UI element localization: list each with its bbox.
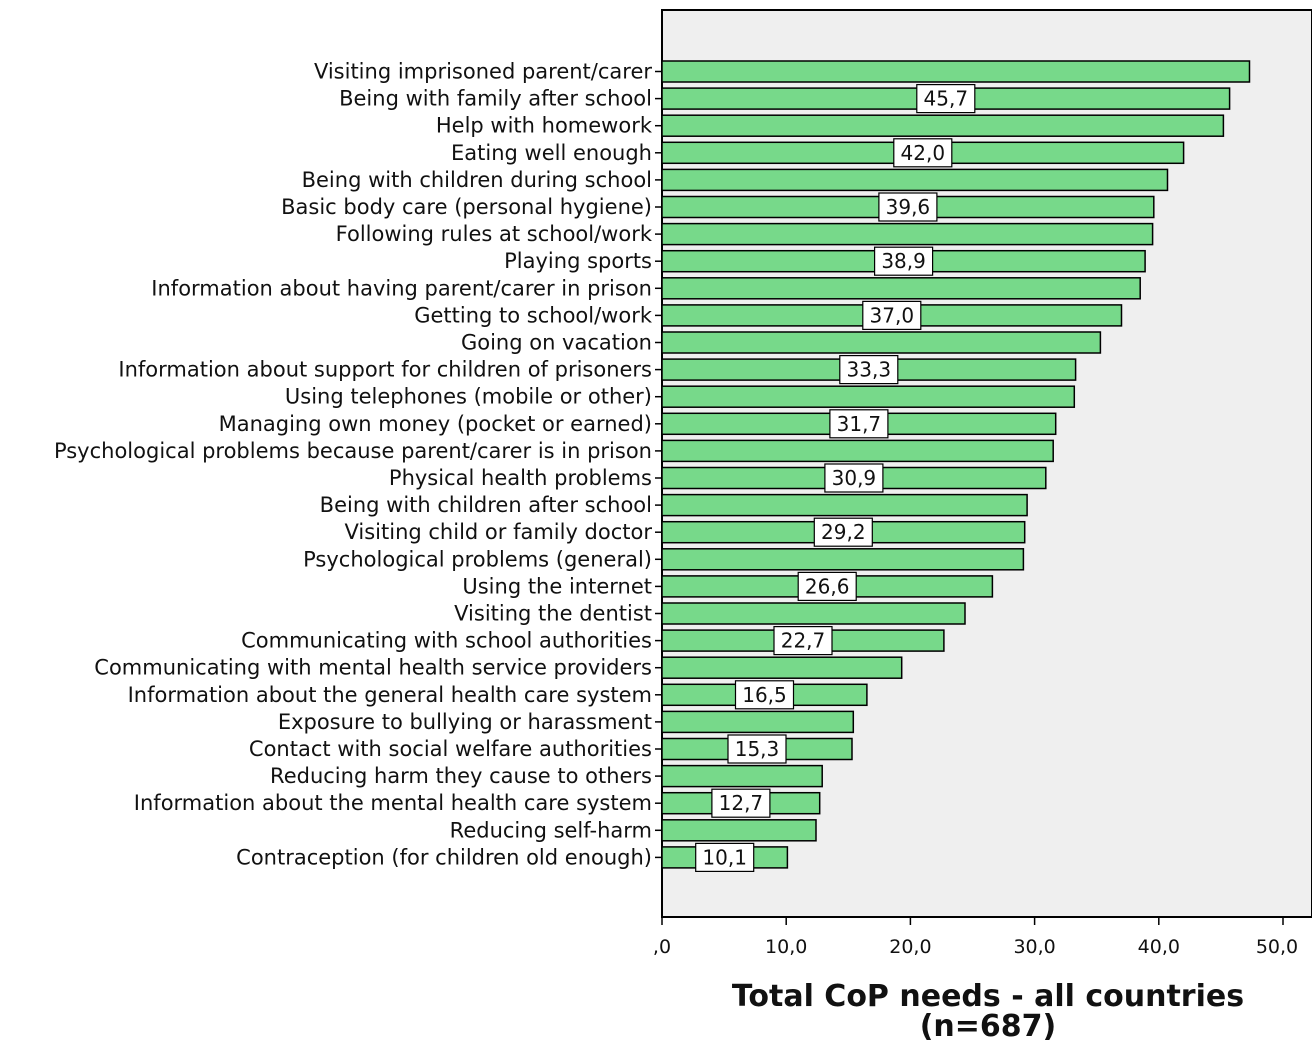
- category-label: Visiting imprisoned parent/carer: [314, 60, 652, 84]
- bar: [661, 385, 1076, 408]
- category-label: Communicating with mental health service…: [94, 656, 652, 680]
- bar: [661, 114, 1225, 137]
- category-label: Managing own money (pocket or earned): [219, 412, 652, 436]
- x-axis-title-n: (n=687): [920, 1009, 1057, 1043]
- data-label: 45,7: [924, 87, 969, 111]
- data-label-box: [773, 625, 833, 656]
- x-tick-label: 40,0: [1138, 936, 1180, 958]
- data-label-box: [734, 680, 795, 710]
- category-label: Information about the mental health care…: [134, 791, 652, 815]
- x-tick-label: 20,0: [889, 936, 931, 958]
- data-label: 42,0: [901, 141, 946, 165]
- bar: [661, 493, 1028, 517]
- x-axis: ,0 10,0 20,0 30,0 40,0 50,0: [653, 917, 1298, 958]
- category-label: Physical health problems: [389, 466, 652, 490]
- category-label: Information about having parent/carer in…: [151, 276, 652, 300]
- x-tick-label: ,0: [653, 936, 671, 958]
- category-label: Communicating with school authorities: [241, 629, 652, 653]
- x-tick-label: 50,0: [1256, 936, 1298, 958]
- data-label: 22,7: [781, 629, 826, 653]
- data-label-box: [839, 355, 899, 385]
- category-label: Visiting the dentist: [454, 602, 652, 626]
- data-label-box: [878, 192, 938, 222]
- data-label-box: [873, 246, 934, 276]
- bar: [661, 764, 823, 788]
- category-label: Eating well enough: [451, 141, 652, 165]
- bar: [661, 277, 1141, 300]
- data-label: 16,5: [742, 683, 787, 707]
- data-label: 30,9: [832, 466, 877, 490]
- category-label: Exposure to bullying or harassment: [278, 710, 652, 734]
- category-label: Going on vacation: [461, 331, 652, 355]
- category-label: Contact with social welfare authorities: [249, 737, 652, 761]
- data-label: 39,6: [886, 195, 931, 219]
- x-tick-label: 30,0: [1013, 936, 1055, 958]
- data-label-box: [711, 788, 771, 818]
- data-label-box: [893, 138, 953, 168]
- bar: [661, 222, 1154, 246]
- category-label: Following rules at school/work: [336, 222, 653, 246]
- category-label: Psychological problems (general): [303, 547, 652, 571]
- data-label-box: [829, 409, 889, 439]
- bar: [661, 819, 817, 842]
- category-label: Reducing self-harm: [450, 818, 652, 842]
- data-label-box: [727, 734, 787, 764]
- bar: [661, 439, 1054, 463]
- category-label: Contraception (for children old enough): [236, 845, 652, 869]
- bars: [661, 60, 1251, 869]
- category-label: Using the internet: [462, 574, 652, 598]
- data-label: 37,0: [870, 303, 915, 327]
- bar: [661, 331, 1102, 354]
- bar: [661, 602, 966, 625]
- category-label: Getting to school/work: [414, 303, 653, 327]
- bar: [661, 168, 1169, 192]
- category-label: Being with children after school: [320, 493, 652, 517]
- category-label: Playing sports: [504, 249, 652, 273]
- category-label: Information about support for children o…: [118, 358, 652, 382]
- data-label: 10,1: [702, 845, 747, 869]
- category-label: Basic body care (personal hygiene): [281, 195, 652, 219]
- data-label-box: [797, 571, 857, 602]
- category-label: Psychological problems because parent/ca…: [54, 439, 652, 463]
- data-label-box: [813, 517, 873, 547]
- data-label: 29,2: [821, 520, 866, 544]
- bar: [661, 60, 1251, 83]
- data-label: 33,3: [847, 358, 892, 382]
- bar: [661, 656, 903, 679]
- category-label: Help with homework: [436, 114, 653, 138]
- category-label: Visiting child or family doctor: [344, 520, 652, 544]
- bar: [661, 548, 1025, 571]
- category-label: Using telephones (mobile or other): [285, 385, 652, 409]
- data-label: 15,3: [735, 737, 780, 761]
- category-label: Being with family after school: [339, 87, 652, 111]
- data-label: 31,7: [837, 412, 882, 436]
- category-label: Reducing harm they cause to others: [270, 764, 652, 788]
- data-labels: 45,7 42,0 39,6 38,9 37,0 33,3 31,7 30,9 29,2 26,6…: [695, 83, 976, 873]
- data-label: 12,7: [719, 791, 764, 815]
- x-axis-title: Total CoP needs - all countries: [732, 979, 1244, 1014]
- data-label-box: [695, 842, 755, 873]
- bar: [661, 710, 855, 734]
- category-labels: Visiting imprisoned parent/carer Being wi…: [54, 60, 662, 869]
- data-label: 38,9: [881, 249, 926, 273]
- category-label: Information about the general health car…: [128, 683, 652, 707]
- data-label-box: [824, 463, 884, 493]
- x-tick-label: 10,0: [765, 936, 807, 958]
- data-label: 26,6: [805, 574, 850, 598]
- data-label-box: [862, 300, 922, 330]
- data-label-box: [916, 83, 976, 114]
- category-label: Being with children during school: [302, 168, 652, 192]
